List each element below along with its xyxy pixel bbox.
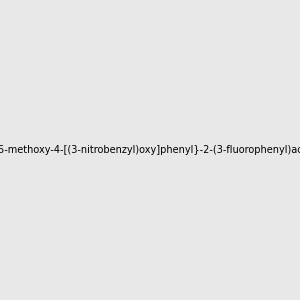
Text: 3-{3-allyl-5-methoxy-4-[(3-nitrobenzyl)oxy]phenyl}-2-(3-fluorophenyl)acrylonitri: 3-{3-allyl-5-methoxy-4-[(3-nitrobenzyl)o… — [0, 145, 300, 155]
